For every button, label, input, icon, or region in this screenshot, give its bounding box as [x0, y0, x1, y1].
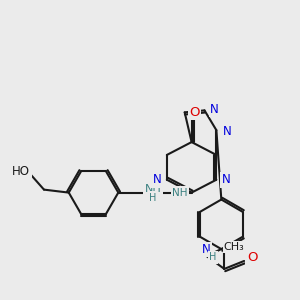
Text: N: N: [222, 173, 231, 186]
Text: CH₃: CH₃: [224, 242, 244, 252]
Text: N: N: [223, 125, 232, 138]
Text: HO: HO: [12, 165, 30, 178]
Text: H: H: [149, 193, 157, 202]
Text: N: N: [210, 103, 219, 116]
Text: N: N: [153, 173, 161, 186]
Text: NH: NH: [145, 184, 161, 194]
Text: O: O: [189, 106, 200, 119]
Text: H: H: [209, 253, 217, 262]
Text: O: O: [247, 251, 257, 265]
Text: NH: NH: [172, 188, 188, 198]
Text: N: N: [202, 243, 210, 256]
